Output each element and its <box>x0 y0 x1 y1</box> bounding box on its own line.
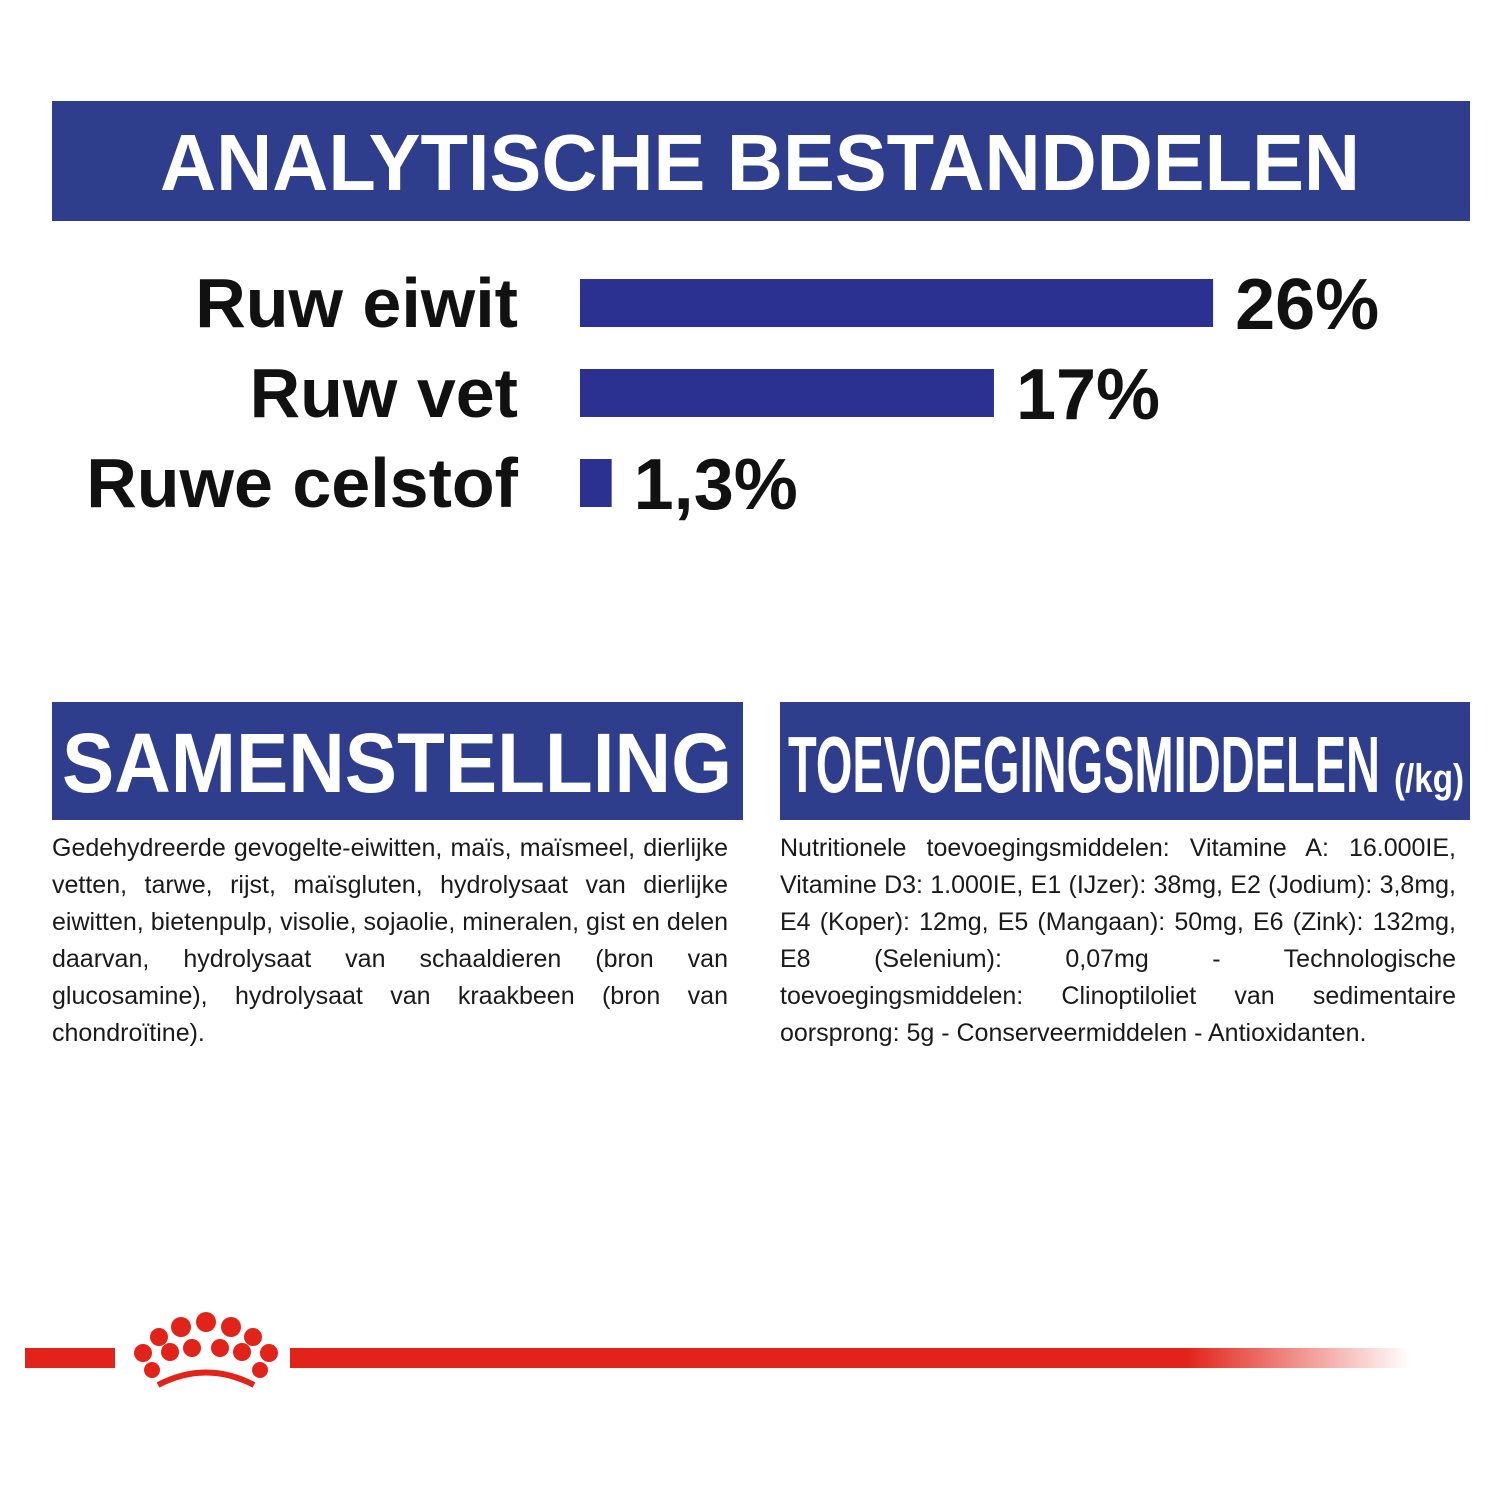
additives-title: TOEVOEGINGSMIDDELEN <box>788 720 1380 809</box>
additives-text: Nutritionele toevoegingsmiddelen: Vitami… <box>780 834 1456 1047</box>
composition-title: SAMENSTELLING <box>62 716 732 810</box>
value-label: 17% <box>1016 355 1160 435</box>
header-band <box>52 101 1470 221</box>
bar <box>580 459 612 507</box>
footer-logo <box>25 1312 1410 1388</box>
category-label: Ruw eiwit <box>195 264 518 342</box>
bar <box>580 369 994 417</box>
additives-unit: (/kg) <box>1394 757 1464 801</box>
additives-band <box>780 702 1470 820</box>
composition-band <box>52 702 743 820</box>
composition-text: Gedehydreerde gevogelte-eiwitten, maïs, … <box>52 834 728 1047</box>
category-label: Ruwe celstof <box>86 444 518 522</box>
chart-title: ANALYTISCHE BESTANDDELEN <box>160 118 1360 207</box>
footer-line <box>290 1348 1410 1368</box>
footer-line <box>25 1348 115 1368</box>
crown <box>134 1312 278 1388</box>
category-label: Ruw vet <box>250 354 518 432</box>
value-label: 26% <box>1235 265 1379 345</box>
value-label: 1,3% <box>634 445 798 525</box>
bar <box>580 279 1214 327</box>
